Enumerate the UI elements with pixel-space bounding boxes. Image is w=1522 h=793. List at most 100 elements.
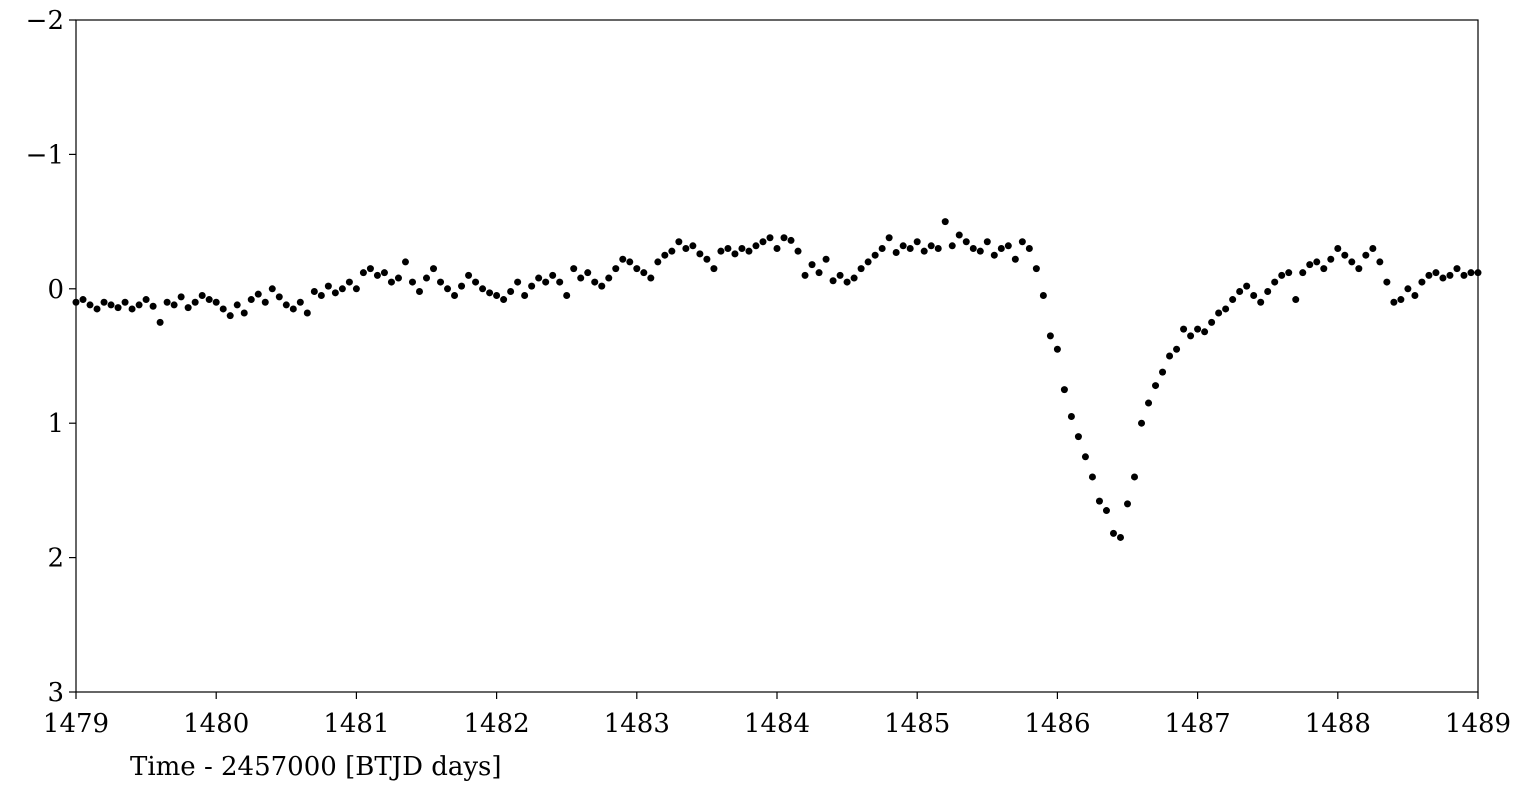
data-point [219, 305, 227, 313]
data-point [661, 251, 669, 259]
data-point [373, 271, 381, 279]
data-point [1074, 433, 1082, 441]
data-point [479, 285, 487, 293]
data-point [1039, 292, 1047, 300]
data-point [654, 258, 662, 266]
data-point [135, 301, 143, 309]
data-point [1046, 332, 1054, 340]
data-point [836, 271, 844, 279]
plot-frame [75, 19, 1479, 693]
data-point [170, 301, 178, 309]
data-point [472, 278, 480, 286]
data-point [149, 302, 157, 310]
data-point [556, 278, 564, 286]
data-point [79, 296, 87, 304]
data-point [675, 238, 683, 246]
data-point [1095, 497, 1103, 505]
data-point [766, 234, 774, 242]
data-point [345, 278, 353, 286]
data-point [401, 258, 409, 266]
data-point [1355, 265, 1363, 273]
y-tick-label: −2 [26, 6, 64, 36]
data-point [563, 292, 571, 300]
data-point [738, 244, 746, 252]
data-point [507, 287, 515, 295]
data-point [927, 242, 935, 250]
data-point [640, 269, 648, 277]
data-point [394, 274, 402, 282]
data-point [1376, 258, 1384, 266]
data-point [577, 274, 585, 282]
data-point [1236, 287, 1244, 295]
y-tick-label: 2 [47, 544, 64, 574]
data-point [1222, 305, 1230, 313]
data-point [892, 249, 900, 257]
data-point [465, 271, 473, 279]
data-point [549, 271, 557, 279]
data-point [906, 244, 914, 252]
data-point [1383, 278, 1391, 286]
data-point [1053, 345, 1061, 353]
data-point [1306, 261, 1314, 269]
data-point [612, 265, 620, 273]
data-point [317, 292, 325, 300]
data-point [878, 244, 886, 252]
data-point [626, 258, 634, 266]
data-point [703, 255, 711, 263]
x-tick-label: 1484 [744, 709, 810, 739]
data-point [430, 265, 438, 273]
data-point [850, 274, 858, 282]
data-point [717, 247, 725, 255]
data-point [86, 301, 94, 309]
data-point [1229, 296, 1237, 304]
data-point [1138, 419, 1146, 427]
data-point [1159, 368, 1167, 376]
data-point [941, 218, 949, 226]
data-point [493, 292, 501, 300]
data-point [591, 278, 599, 286]
data-point [773, 244, 781, 252]
data-point [184, 304, 192, 312]
data-point [366, 265, 374, 273]
data-point [1369, 244, 1377, 252]
data-point [331, 289, 339, 297]
x-tick-label: 1487 [1165, 709, 1231, 739]
data-point [268, 285, 276, 293]
data-point [1292, 296, 1300, 304]
data-point [205, 296, 213, 304]
data-point [408, 278, 416, 286]
data-point [1432, 269, 1440, 277]
data-point [745, 247, 753, 255]
data-point [682, 244, 690, 252]
data-point [1208, 318, 1216, 326]
data-point [619, 255, 627, 263]
data-point [1011, 255, 1019, 263]
data-point [282, 301, 290, 309]
data-point [633, 265, 641, 273]
data-point [1313, 258, 1321, 266]
data-point [198, 292, 206, 300]
data-point [1453, 265, 1461, 273]
data-point [423, 274, 430, 282]
data-point [1173, 345, 1181, 353]
data-point [1152, 382, 1160, 390]
data-point [212, 298, 220, 306]
x-tick-label: 1488 [1305, 709, 1371, 739]
data-point [668, 247, 676, 255]
data-point [128, 305, 136, 313]
data-point [969, 244, 977, 252]
data-point [955, 231, 963, 239]
data-point [1299, 269, 1307, 277]
data-point [1124, 500, 1131, 508]
x-tick-label: 1481 [323, 709, 389, 739]
data-point [1081, 453, 1089, 461]
data-point [780, 234, 788, 242]
data-point [752, 242, 760, 250]
data-point [1397, 296, 1405, 304]
data-point [296, 298, 304, 306]
data-point [310, 287, 318, 295]
data-point [121, 298, 129, 306]
data-point [352, 285, 360, 293]
data-point [1467, 269, 1475, 277]
data-point [843, 278, 851, 286]
